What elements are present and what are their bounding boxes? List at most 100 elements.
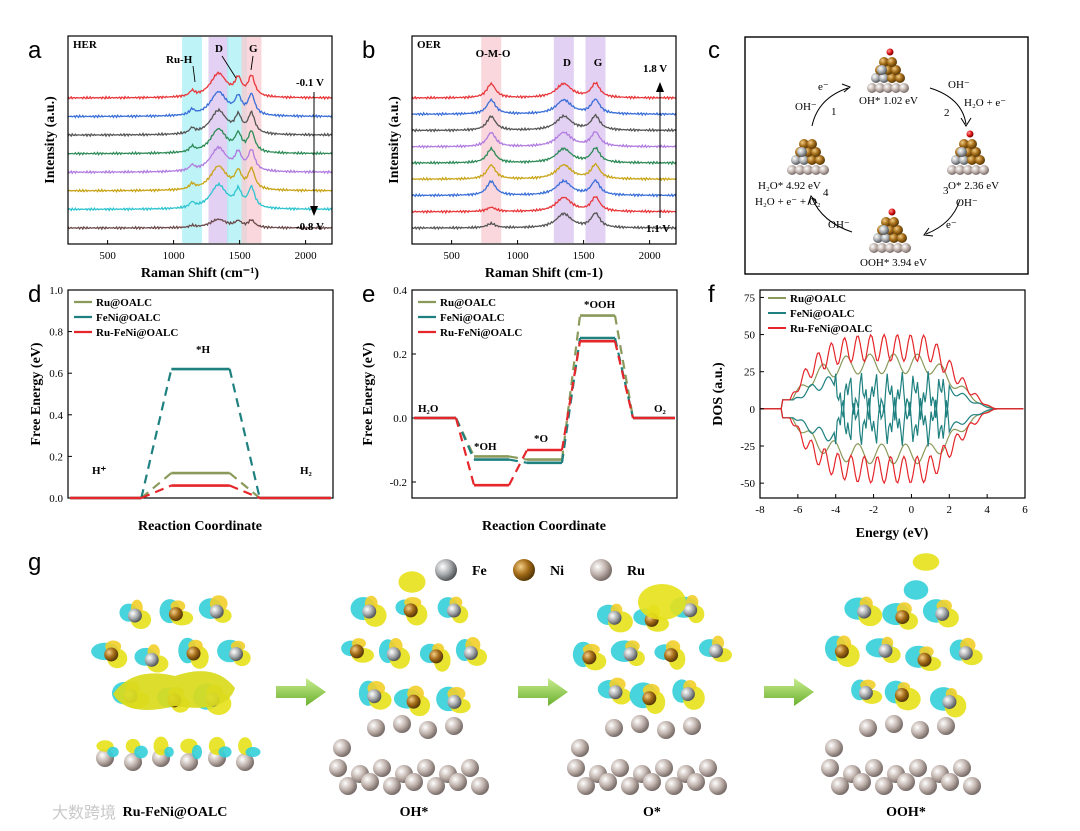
peak-band <box>553 37 574 243</box>
cycle-arrow-2 <box>929 87 967 125</box>
species-e1: e⁻ <box>818 81 829 93</box>
ni-atom-icon <box>513 559 535 581</box>
atom <box>386 647 401 662</box>
ru-atom <box>709 777 727 795</box>
y-tick-label: 0.8 <box>49 327 63 339</box>
her-title: HER <box>73 39 98 51</box>
fe-atom <box>797 147 807 157</box>
structure-0 <box>91 595 261 771</box>
state-ooh: OOH* 3.94 eV <box>860 257 927 269</box>
transition-arrow-icon <box>518 678 568 706</box>
spectrum-line <box>411 162 677 182</box>
arrowhead <box>960 117 972 127</box>
cycle-arrow-1 <box>811 87 849 127</box>
x-tick-label: -4 <box>831 504 841 516</box>
structure-3 <box>821 553 983 795</box>
panel-label-g: g <box>28 549 41 576</box>
dos-line <box>760 397 1024 447</box>
ru-atom <box>947 165 957 175</box>
atom <box>895 610 910 625</box>
y-ticks: 0.0 0.2 0.4 0.6 0.8 1.0 <box>49 285 72 505</box>
state-label-ooh: *OOH <box>584 299 616 311</box>
dos-curves <box>760 333 1024 485</box>
x-axis-label: Reaction Coordinate <box>482 519 606 534</box>
ru-atom <box>655 759 673 777</box>
atom <box>447 694 462 709</box>
ni-atom <box>887 57 897 67</box>
panel-label-f: f <box>708 281 715 308</box>
dos-line <box>760 353 1024 410</box>
transition-arrow-icon <box>764 678 814 706</box>
state-label-hplus: H⁺ <box>92 465 107 477</box>
transition-arrow-icon <box>276 678 326 706</box>
atom <box>664 648 679 663</box>
spectrum-line <box>411 97 677 117</box>
x-tick-label: 500 <box>443 250 460 262</box>
diagram-frame <box>744 36 1029 275</box>
ni-atom <box>811 147 821 157</box>
state-label-h: *H <box>196 344 211 356</box>
x-tick-label: -8 <box>755 504 765 516</box>
density-lobe <box>638 584 686 620</box>
atom <box>406 694 421 709</box>
atom <box>229 647 244 662</box>
y-tick-label: 0.0 <box>393 413 407 425</box>
peak-label-ru-h: Ru-H <box>166 54 193 66</box>
state-oh: OH* 1.02 eV <box>859 95 918 107</box>
legend-fe: Fe <box>472 564 487 579</box>
ru-atom <box>869 243 879 253</box>
ru-atom <box>631 715 649 733</box>
ru-atom <box>571 739 589 757</box>
x-axis-label: Energy (eV) <box>856 526 929 541</box>
atom <box>917 652 932 667</box>
density-lobe <box>245 747 261 757</box>
step-2: 2 <box>944 107 950 119</box>
legend: Ru@OALC FeNi@OALC Ru-FeNi@OALC <box>418 297 522 339</box>
raman-her-curves <box>67 71 333 231</box>
density-lobe <box>218 746 232 758</box>
raman-oer-bands <box>481 37 606 243</box>
ru-atom <box>605 719 623 737</box>
spectrum-line <box>67 90 333 119</box>
peak-label-omo: O-M-O <box>476 48 511 60</box>
cluster-oh <box>867 48 909 93</box>
ni-atom <box>887 73 897 83</box>
peak-pointer <box>221 55 237 79</box>
energy-connector <box>508 449 528 486</box>
spectrum-line <box>67 145 333 175</box>
spectrum-line <box>67 218 333 231</box>
density-lobe <box>134 745 148 759</box>
plot-frame <box>67 289 334 499</box>
ru-atom <box>877 243 887 253</box>
cluster-o <box>947 130 989 175</box>
state-label-h2o: H₂O <box>418 403 439 415</box>
element-legend: Fe Ni Ru <box>435 559 645 581</box>
fe-atom <box>957 147 967 157</box>
density-lobe <box>113 671 235 710</box>
cycle-arrow-3 <box>925 199 961 235</box>
ru-atom <box>599 773 617 791</box>
oer-free-energy-chart: e -0.2 0.0 0.2 0.4 Ru@OALC FeNi@OALC Ru-FeNi@… <box>361 281 678 534</box>
ru-atom <box>361 773 379 791</box>
state-label-o: *O <box>534 433 549 445</box>
o-atom <box>888 208 896 216</box>
potential-bottom: -0.8 V <box>296 221 324 233</box>
atom <box>683 603 698 618</box>
ni-atom <box>951 155 961 165</box>
atom <box>958 646 973 661</box>
ru-atom <box>236 753 254 771</box>
spectrum-line <box>411 212 677 231</box>
spectrum-line <box>411 178 677 198</box>
charge-density-panel: g Fe Ni Ru Ru-FeNi@OALC OH* O* OOH* 大数跨境 <box>28 549 983 822</box>
atom <box>127 608 142 623</box>
ru-atom <box>909 759 927 777</box>
spectrum-line <box>67 127 333 156</box>
x-axis-label: Raman Shift (cm-1) <box>485 266 604 281</box>
legend-entry: FeNi@OALC <box>440 312 505 324</box>
ru-atom <box>665 777 683 795</box>
state-label-oh: *OH <box>474 441 497 453</box>
ru-atom-icon <box>590 559 612 581</box>
y-axis-label: Intensity (a.u.) <box>43 96 58 184</box>
y-tick-label: 0.0 <box>49 493 63 505</box>
atom <box>403 603 418 618</box>
